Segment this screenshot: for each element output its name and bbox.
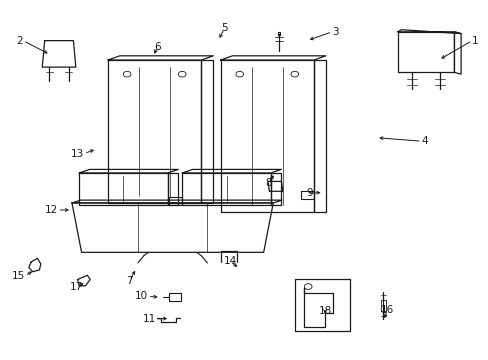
Text: 3: 3 <box>331 27 338 37</box>
Text: 2: 2 <box>17 36 23 46</box>
Text: 11: 11 <box>142 314 156 324</box>
Text: 9: 9 <box>306 188 313 198</box>
Text: 6: 6 <box>154 42 160 51</box>
Text: 4: 4 <box>421 136 427 146</box>
Text: 18: 18 <box>318 306 331 316</box>
Text: 14: 14 <box>223 256 236 266</box>
Text: 5: 5 <box>221 23 227 33</box>
Text: 16: 16 <box>380 305 393 315</box>
Text: 12: 12 <box>44 205 58 215</box>
Text: 8: 8 <box>264 178 271 188</box>
Text: 17: 17 <box>70 282 83 292</box>
Text: 15: 15 <box>12 271 25 281</box>
Text: 10: 10 <box>134 292 147 301</box>
Text: 1: 1 <box>471 36 478 46</box>
Text: 13: 13 <box>71 149 84 158</box>
Text: 7: 7 <box>126 275 133 285</box>
